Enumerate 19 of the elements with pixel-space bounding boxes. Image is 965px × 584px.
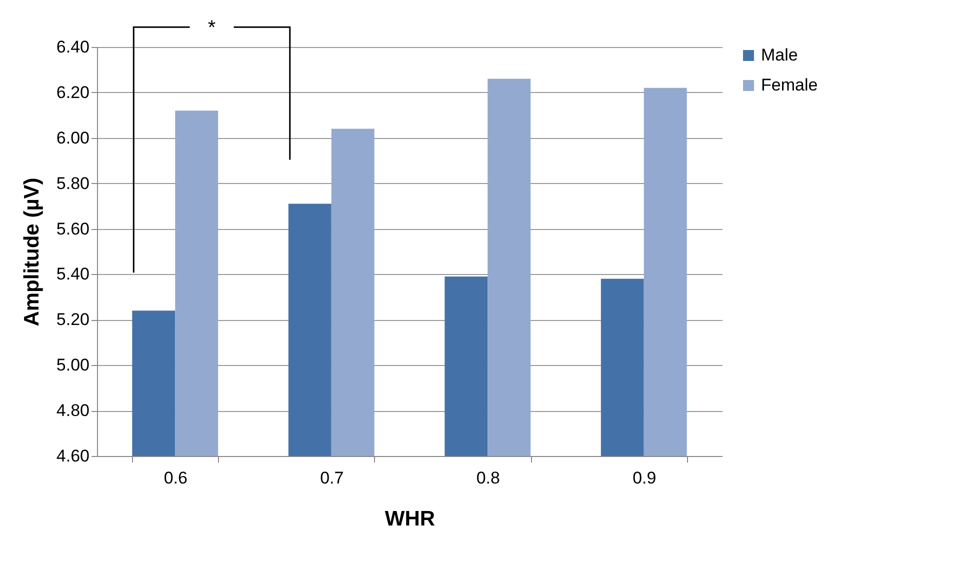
x-tick-label: 0.6 (164, 468, 188, 488)
legend-label: Male (761, 46, 798, 64)
x-tick-label: 0.7 (320, 468, 344, 488)
text: * (208, 17, 216, 40)
y-tick-label: 4.60 (56, 446, 90, 466)
legend-label: Female (761, 76, 818, 94)
x-tick-label: 0.8 (476, 468, 500, 488)
y-tick-label: 5.20 (56, 310, 90, 330)
y-tick-label: 6.40 (56, 38, 90, 56)
y-tick-label: 6.20 (56, 82, 90, 102)
y-tick-label: 5.80 (56, 174, 90, 193)
y-tick-label: 4.80 (56, 401, 90, 420)
y-tick-label: 5.00 (56, 356, 90, 375)
y-tick-label: 5.60 (56, 219, 90, 238)
x-axis-title: WHR (384, 508, 436, 530)
y-tick-label: 5.40 (56, 264, 90, 284)
x-tick-label: 0.9 (632, 468, 656, 488)
y-tick-label: 6.00 (56, 128, 90, 148)
y-axis-title: Amplitude (µV) (20, 178, 44, 326)
